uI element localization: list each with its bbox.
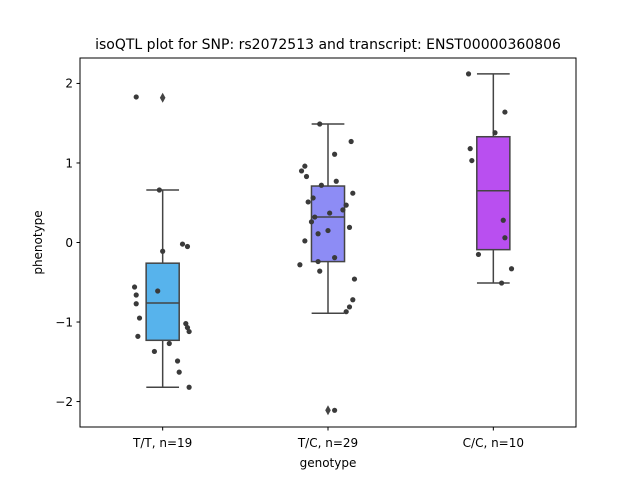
- data-point: [156, 187, 162, 193]
- data-point: [302, 163, 308, 169]
- x-axis-title: genotype: [300, 456, 357, 470]
- x-tick-label: T/T, n=19: [132, 436, 192, 450]
- x-tick-label: T/C, n=29: [297, 436, 358, 450]
- data-point: [467, 146, 473, 152]
- data-point: [333, 178, 339, 184]
- data-point: [502, 109, 508, 115]
- box-group: [145, 92, 180, 388]
- data-point: [133, 301, 139, 307]
- data-point: [317, 121, 323, 127]
- data-point: [133, 94, 139, 100]
- outlier-marker: [325, 405, 331, 416]
- data-point: [135, 333, 141, 339]
- outlier-marker: [159, 92, 166, 103]
- data-point: [351, 276, 358, 282]
- data-point: [184, 243, 191, 250]
- data-point: [350, 297, 356, 303]
- data-point: [317, 268, 323, 274]
- data-point: [183, 321, 189, 327]
- data-point: [492, 130, 498, 136]
- data-point: [302, 238, 308, 244]
- data-point: [332, 151, 338, 157]
- data-point: [136, 315, 143, 321]
- data-point: [174, 358, 181, 364]
- data-point: [343, 202, 349, 208]
- box-group: [476, 73, 511, 284]
- plot-area: [131, 71, 515, 416]
- box-group: [310, 123, 346, 416]
- data-point: [315, 258, 321, 265]
- data-point: [475, 251, 482, 258]
- x-axis: T/T, n=19 T/C, n=29 C/C, n=10: [132, 427, 524, 450]
- y-tick-label: 1: [65, 156, 73, 170]
- data-point: [346, 224, 353, 230]
- data-point: [184, 324, 191, 331]
- data-point: [465, 71, 472, 77]
- data-point: [131, 284, 138, 290]
- y-axis: 2 1 0 −1 −2: [55, 77, 80, 409]
- data-point: [499, 280, 505, 286]
- data-point: [151, 348, 157, 355]
- box-iqr: [476, 135, 511, 251]
- data-point: [350, 190, 356, 196]
- data-point: [186, 384, 192, 390]
- data-point: [166, 340, 172, 347]
- box-iqr: [310, 185, 346, 263]
- data-point: [332, 255, 338, 261]
- data-point: [155, 288, 161, 294]
- data-point: [305, 199, 311, 205]
- data-point: [508, 266, 515, 272]
- y-tick-label: 0: [65, 236, 73, 250]
- y-tick-label: −1: [55, 315, 73, 329]
- data-point: [312, 214, 318, 220]
- data-point: [297, 262, 303, 268]
- data-point: [133, 292, 139, 298]
- data-point: [469, 157, 475, 164]
- x-tick-label: C/C, n=10: [463, 436, 524, 450]
- y-axis-title: phenotype: [31, 210, 45, 274]
- data-point: [160, 248, 166, 254]
- data-point: [176, 369, 182, 375]
- y-tick-label: −2: [55, 395, 73, 409]
- data-point: [308, 219, 315, 225]
- data-point: [298, 168, 305, 174]
- data-point: [346, 304, 353, 310]
- data-point: [332, 407, 338, 413]
- data-point: [502, 235, 508, 241]
- data-point: [325, 227, 331, 234]
- y-tick-label: 2: [65, 77, 73, 91]
- data-point: [500, 217, 506, 223]
- data-point: [343, 309, 349, 315]
- data-point: [186, 328, 192, 335]
- data-point: [315, 231, 321, 237]
- data-point: [348, 138, 354, 145]
- data-point: [318, 182, 324, 188]
- chart-title: isoQTL plot for SNP: rs2072513 and trans…: [95, 37, 561, 53]
- data-point: [310, 195, 316, 201]
- data-point: [327, 210, 333, 216]
- box-iqr: [145, 262, 180, 342]
- data-point: [179, 241, 186, 247]
- data-point: [303, 173, 310, 180]
- data-point: [340, 207, 346, 213]
